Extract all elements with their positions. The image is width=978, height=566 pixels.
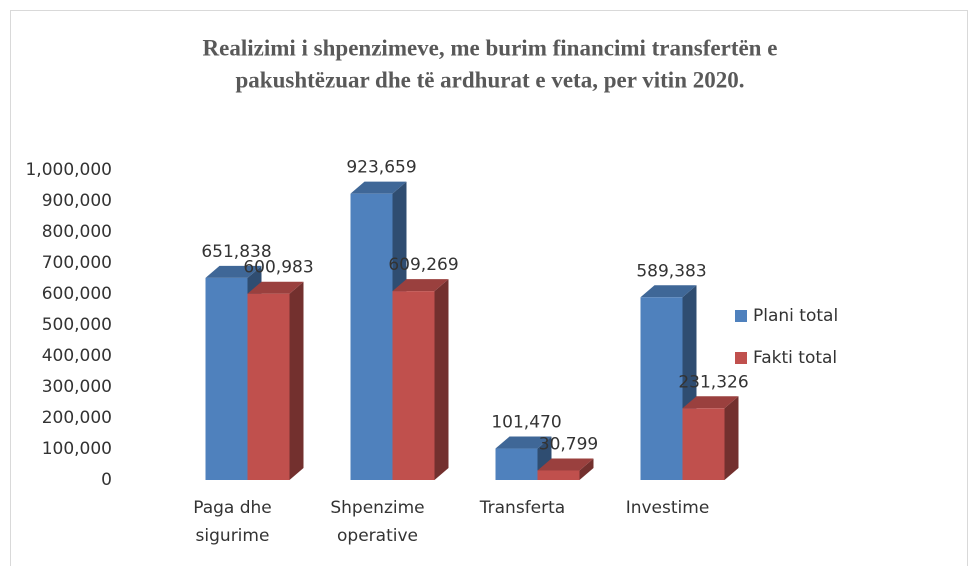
data-label: 101,470 [491,413,561,433]
bar-front [392,291,435,480]
bar [247,281,304,480]
bar-top [495,436,552,449]
bar-front [495,448,538,480]
x-tick-label: sigurime [196,526,270,546]
y-tick-label: 400,000 [42,346,112,366]
bar-front [350,193,393,480]
bar-top [537,458,594,471]
y-tick-label: 500,000 [42,315,112,335]
y-tick-label: 900,000 [42,191,112,211]
data-label: 600,983 [243,258,313,278]
data-label: 589,383 [636,261,706,281]
data-label: 30,799 [539,434,598,454]
bar-side [579,458,594,480]
bar-top [247,281,304,294]
bar-front [205,277,248,480]
y-tick-label: 100,000 [42,439,112,459]
bar-side [434,279,449,480]
y-tick-label: 800,000 [42,222,112,242]
legend-label: Plani total [753,306,838,326]
x-tick-label: Investime [626,498,710,518]
y-tick-label: 200,000 [42,408,112,428]
bar [640,285,697,480]
bar-front [640,297,683,480]
bar [682,396,739,480]
bar-side [724,396,739,480]
bar-top [640,285,697,298]
legend-swatch [735,310,747,322]
legend-swatch [735,352,747,364]
bar-side [289,281,304,480]
bar-top [350,181,407,194]
bar [537,458,594,480]
data-label: 609,269 [388,255,458,275]
legend-label: Fakti total [753,348,837,368]
y-tick-label: 600,000 [42,284,112,304]
x-tick-label: Shpenzime [330,498,424,518]
data-label: 651,838 [201,242,271,262]
bar-top [205,265,262,278]
y-tick-label: 1,000,000 [25,160,112,180]
chart-title: pakushtëzuar dhe të ardhurat e veta, per… [236,67,745,92]
data-label: 923,659 [346,158,416,178]
x-tick-label: Transferta [479,498,565,518]
bar [392,279,449,480]
y-tick-label: 0 [101,470,112,490]
chart-title: Realizimi i shpenzimeve, me burim financ… [203,35,778,60]
x-tick-label: Paga dhe [193,498,272,518]
chart-border [10,10,968,566]
y-tick-label: 300,000 [42,377,112,397]
bar-front [247,293,290,480]
bar-front [537,470,580,480]
bar-top [392,279,449,292]
data-label: 231,326 [678,372,748,392]
bar [495,436,552,480]
bar-front [682,408,725,480]
y-tick-label: 700,000 [42,253,112,273]
x-tick-label: operative [337,526,418,546]
bar-top [682,396,739,409]
